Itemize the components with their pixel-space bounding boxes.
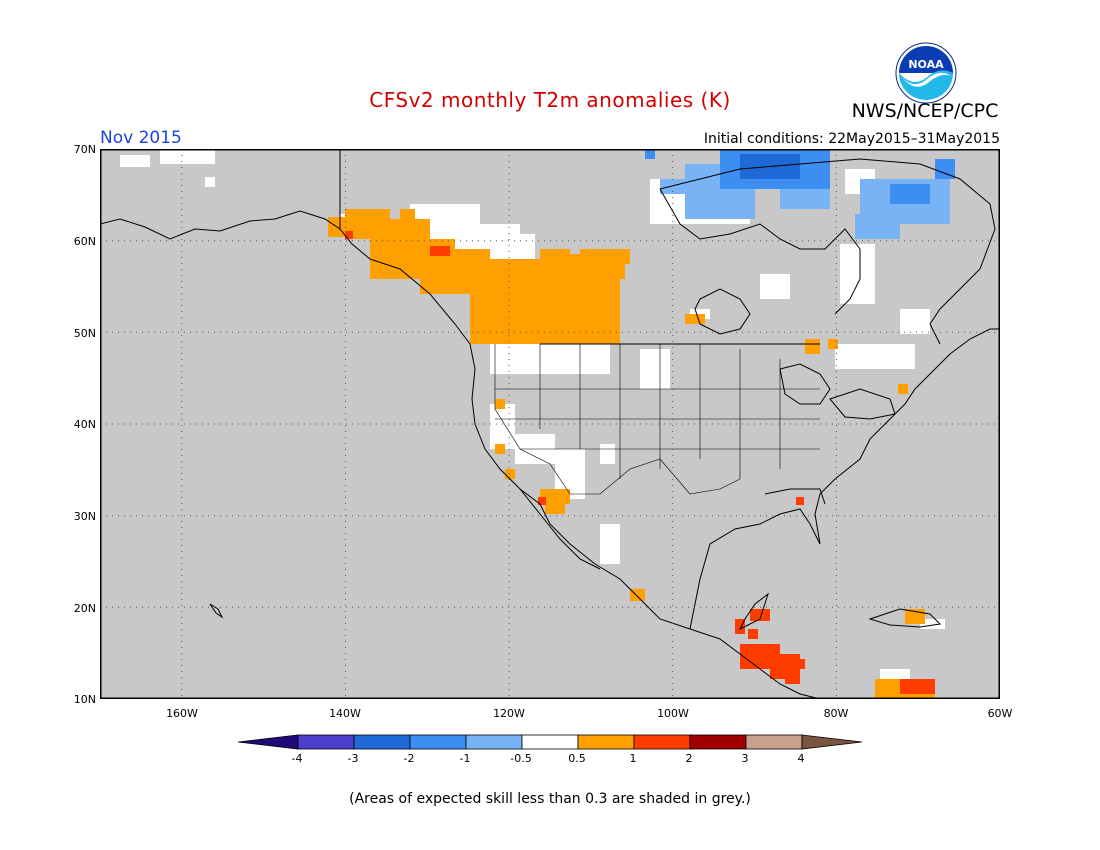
colorbar-cell — [521, 734, 579, 750]
lat-lon-grid — [100, 149, 1000, 699]
political-borders — [494, 344, 820, 495]
map-title: CFSv2 monthly T2m anomalies (K) — [369, 88, 731, 112]
lon-label: 80W — [823, 707, 849, 720]
colorbar-arrow-left — [238, 734, 299, 750]
colorbar — [238, 734, 862, 750]
colorbar-cell — [633, 734, 691, 750]
colorbar-label: 2 — [685, 752, 693, 765]
lat-label: 10N — [73, 693, 96, 706]
coastlines — [100, 149, 1000, 699]
lon-label: 140W — [329, 707, 361, 720]
forecast-period: Nov 2015 — [100, 128, 182, 148]
skill-note: (Areas of expected skill less than 0.3 a… — [349, 791, 751, 807]
noaa-logo-text: NOAA — [908, 58, 944, 71]
colorbar-cells — [238, 734, 862, 750]
colorbar-arrow-right — [801, 734, 862, 750]
colorbar-cell — [465, 734, 523, 750]
colorbar-label: 0.5 — [568, 752, 586, 765]
lon-label: 160W — [166, 707, 198, 720]
initial-conditions: Initial conditions: 22May2015–31May2015 — [703, 131, 1000, 147]
lat-label: 50N — [73, 327, 96, 340]
organization-label: NWS/NCEP/CPC — [851, 100, 999, 122]
lon-label: 100W — [657, 707, 689, 720]
colorbar-label: -1 — [459, 752, 471, 765]
lat-label: 70N — [73, 143, 96, 156]
lon-label: 120W — [493, 707, 525, 720]
colorbar-cell — [409, 734, 467, 750]
map-frame — [100, 149, 1000, 699]
colorbar-label: 1 — [629, 752, 637, 765]
lon-label: 60W — [987, 707, 1013, 720]
colorbar-label: -3 — [347, 752, 359, 765]
red-anomaly-areas — [345, 231, 935, 694]
lat-label: 30N — [73, 510, 96, 523]
anomaly-map — [100, 149, 1000, 699]
lat-label: 60N — [73, 235, 96, 248]
colorbar-label: 3 — [741, 752, 749, 765]
lat-label: 20N — [73, 602, 96, 615]
colorbar-label: -0.5 — [510, 752, 532, 765]
noaa-logo: NOAA — [895, 42, 957, 104]
colorbar-cell — [577, 734, 635, 750]
colorbar-label: 4 — [797, 752, 805, 765]
colorbar-cell — [353, 734, 411, 750]
colorbar-cell — [745, 734, 803, 750]
colorbar-cell — [689, 734, 747, 750]
colorbar-label: -4 — [291, 752, 303, 765]
colorbar-label: -2 — [403, 752, 415, 765]
colorbar-cell — [297, 734, 355, 750]
lat-label: 40N — [73, 418, 96, 431]
